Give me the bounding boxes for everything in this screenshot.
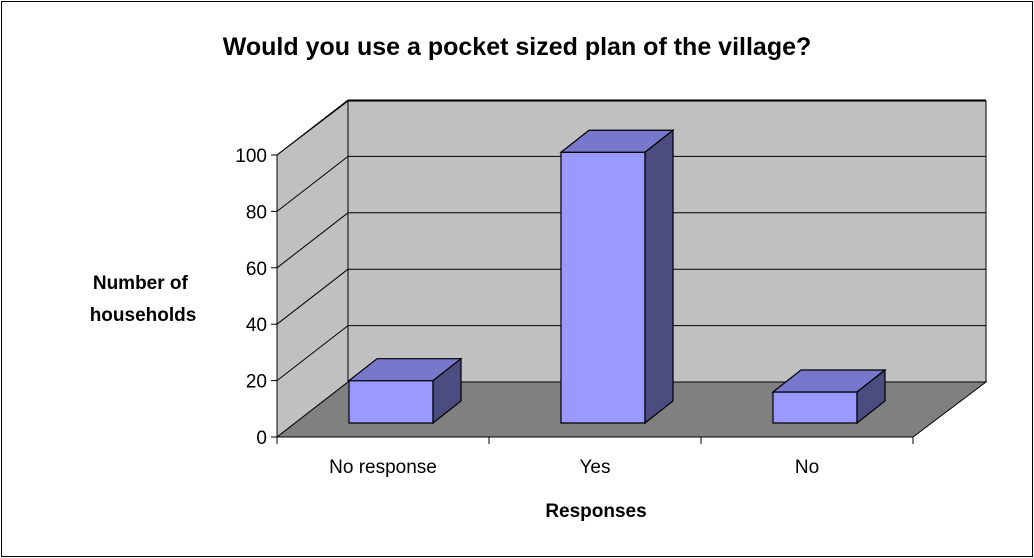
bar-front — [561, 152, 645, 423]
side-wall — [277, 101, 348, 437]
y-axis-title-line-1: Number of — [93, 273, 189, 294]
y-tick-label: 80 — [246, 202, 267, 223]
y-axis-title-line-2: households — [90, 305, 197, 326]
y-tick-label: 20 — [246, 372, 267, 393]
x-axis-title: Responses — [545, 501, 646, 522]
x-tick-labels: No response Yes No — [329, 457, 819, 478]
y-tick-label: 40 — [246, 315, 267, 336]
y-tick-label: 60 — [246, 259, 267, 280]
bar-front — [349, 381, 433, 423]
x-tick-label: No — [795, 457, 819, 478]
x-tick-label: No response — [329, 457, 437, 478]
bar-yes — [561, 130, 673, 423]
chart-title: Would you use a pocket sized plan of the… — [223, 33, 812, 61]
y-tick-label: 0 — [256, 428, 267, 449]
bar-front — [773, 392, 857, 423]
x-tick-label: Yes — [580, 457, 611, 478]
x-axis — [277, 437, 913, 444]
y-tick-labels: 0 20 40 60 80 100 — [235, 146, 277, 449]
bar-side — [645, 130, 673, 423]
y-tick-label: 100 — [235, 146, 267, 167]
y-axis-title: Number of households — [90, 273, 197, 326]
bar-no-response — [349, 359, 461, 423]
